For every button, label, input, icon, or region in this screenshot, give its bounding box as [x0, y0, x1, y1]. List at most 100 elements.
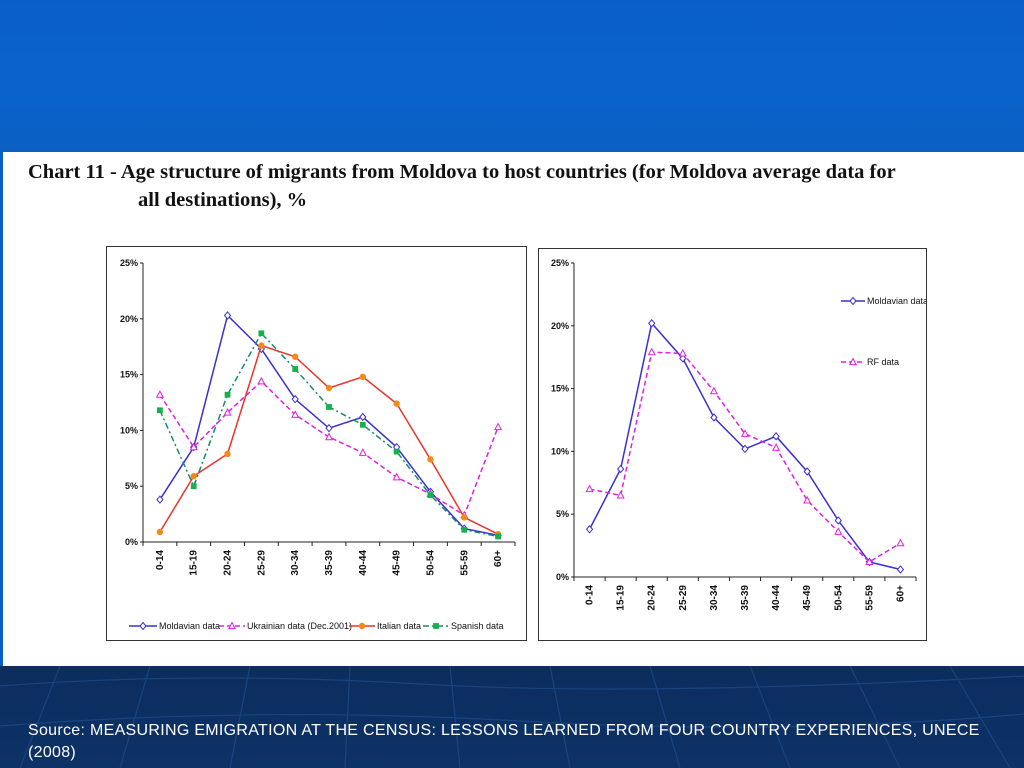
data-point [359, 373, 367, 381]
data-point [834, 527, 843, 535]
x-tick-label: 40-44 [358, 550, 369, 576]
data-point [292, 366, 299, 372]
data-point [678, 348, 687, 357]
data-point [223, 407, 232, 416]
data-point [324, 432, 334, 441]
data-point [772, 432, 780, 441]
series-spanish-data [157, 330, 501, 540]
data-point [616, 490, 625, 499]
data-point [495, 533, 501, 540]
y-tick-label: 25% [120, 258, 138, 268]
legend-marker [848, 357, 858, 366]
data-point [709, 386, 718, 395]
chart-right: 0% 5% 10% 15% 20% 25% 0-14 15-19 20-24 25-29 30-34… [538, 248, 927, 641]
series-italian-data [156, 342, 502, 538]
series-line [589, 351, 901, 563]
legend-item: Italian data [349, 621, 421, 631]
data-point [155, 390, 164, 398]
data-point [772, 443, 781, 451]
chart-right-svg: 0% 5% 10% 15% 20% 25% 0-14 15-19 20-24 25-29 30-34… [551, 258, 926, 611]
data-point [291, 394, 299, 404]
data-point [291, 353, 299, 360]
data-point [258, 342, 265, 349]
x-tick-label: 20-24 [647, 585, 658, 611]
data-point [865, 557, 874, 566]
x-tick-label: 30-34 [290, 550, 301, 576]
data-point [648, 319, 656, 328]
x-tick-label: 50-54 [833, 585, 844, 611]
legend-marker [358, 622, 366, 630]
data-point [803, 467, 811, 476]
footer-band [0, 666, 1024, 768]
y-tick-label: 5% [125, 481, 138, 491]
data-point [156, 528, 164, 536]
series-rf-data [585, 347, 905, 566]
data-point [834, 516, 842, 525]
data-point [190, 483, 197, 490]
x-tick-label: 25-29 [256, 550, 267, 576]
data-point [896, 565, 905, 574]
data-point [494, 422, 503, 431]
data-point [896, 538, 905, 547]
data-point [258, 330, 265, 337]
data-point [710, 413, 718, 422]
data-point [647, 347, 656, 356]
chart-title: Chart 11 - Age structure of migrants fro… [28, 158, 1018, 214]
legend-label: Italian data [377, 621, 421, 631]
x-tick-label: 25-29 [678, 585, 689, 611]
x-tick-label: 0-14 [585, 585, 596, 605]
legend-item: Moldavian data [841, 296, 926, 306]
y-tick-label: 20% [551, 321, 569, 331]
data-point [461, 526, 468, 533]
data-point [427, 456, 434, 463]
chart-left: 0% 5% 10% 15% 20% 25% 0-14 15-19 20-24 25-29 30-34… [106, 246, 527, 641]
x-tick-label: 15-19 [616, 585, 627, 611]
x-tick-label: 35-39 [324, 550, 335, 576]
data-point [359, 421, 366, 428]
data-point [223, 311, 232, 320]
data-point [359, 412, 367, 422]
legend-item: Moldavian data [129, 621, 220, 631]
y-tick-label: 25% [551, 258, 569, 268]
x-tick-label: 40-44 [771, 585, 782, 611]
data-point [585, 484, 594, 493]
legend-label: Moldavian data [159, 621, 220, 631]
data-point [679, 354, 687, 363]
data-point [291, 410, 300, 418]
x-tick-label: 50-54 [425, 550, 436, 576]
x-tick-label: 60+ [493, 550, 504, 567]
y-tick-label: 0% [125, 537, 138, 547]
data-point [326, 404, 332, 410]
chart-title-line-2: all destinations), % [138, 189, 308, 211]
data-point [189, 442, 198, 451]
y-tick-label: 5% [556, 509, 569, 519]
y-tick-label: 10% [551, 446, 569, 456]
x-tick-label: 45-49 [392, 550, 403, 576]
data-point [224, 391, 231, 398]
y-tick-label: 20% [120, 314, 138, 324]
x-tick-label: 55-59 [864, 585, 875, 611]
data-point [585, 525, 594, 534]
header-band [0, 0, 1024, 152]
y-tick-label: 0% [556, 572, 569, 582]
x-tick-label: 15-19 [189, 550, 200, 576]
series-moldavian-data [156, 311, 502, 540]
slide-edge [0, 152, 3, 666]
legend-label: Moldavian data [867, 296, 926, 306]
data-point [325, 384, 333, 392]
data-point [740, 429, 750, 437]
chart-left-svg: 0% 5% 10% 15% 20% 25% 0-14 15-19 20-24 25-29 30-34… [120, 258, 516, 631]
legend-label: RF data [867, 357, 899, 367]
data-point [224, 450, 231, 458]
series-ukrainian-data-dec-2001 [155, 376, 503, 519]
y-tick-label: 15% [551, 384, 569, 394]
data-point [157, 407, 163, 414]
data-point [393, 448, 400, 455]
series-line [159, 380, 499, 517]
data-point [358, 448, 367, 456]
y-tick-label: 15% [120, 370, 138, 380]
x-tick-label: 20-24 [223, 550, 234, 576]
data-point [616, 464, 625, 474]
data-point [257, 376, 266, 385]
x-tick-label: 60+ [895, 585, 906, 602]
